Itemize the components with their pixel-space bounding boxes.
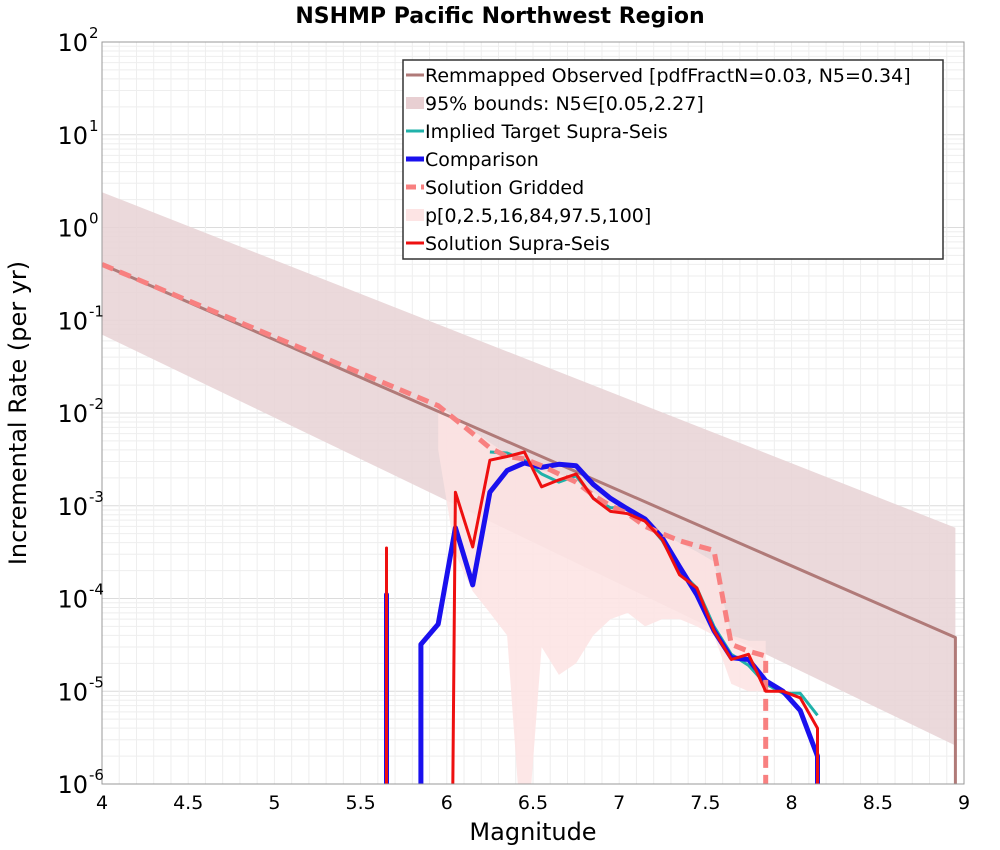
x-axis-ticks: 4 4.5 5 5.5 6 6.5 7 7.5 8 8.5 9 [96, 792, 970, 814]
y-tick-exponent: -6 [89, 766, 104, 784]
x-tick-label: 7 [613, 792, 625, 814]
legend-box [402, 59, 944, 260]
legend-label: 95% bounds: N5∈[0.05,2.27] [425, 93, 704, 115]
x-tick-label: 5 [268, 792, 280, 814]
series-line-solution-supra-seis [451, 450, 819, 784]
x-tick-label: 7.5 [690, 792, 720, 814]
legend-label: Solution Supra-Seis [425, 233, 610, 255]
legend-label: p[0,2.5,16,84,97.5,100] [425, 205, 651, 227]
legend-label: Implied Target Supra-Seis [425, 121, 668, 143]
y-tick-exponent: -5 [89, 673, 104, 691]
legend-swatch [406, 97, 424, 109]
x-tick-label: 4 [96, 792, 108, 814]
legend-label: Remmapped Observed [pdfFractN=0.03, N5=0… [425, 65, 911, 87]
y-tick-label: 10 [57, 493, 88, 521]
data-layer [102, 192, 957, 784]
legend-label: Comparison [425, 149, 539, 171]
y-axis-label: Incremental Rate (per yr) [4, 261, 32, 565]
band-p-0-2-5-16-84-97-5-100 [438, 405, 766, 784]
y-tick-label: 10 [57, 678, 88, 706]
y-tick-exponent: -1 [89, 302, 104, 320]
y-tick-exponent: -2 [89, 395, 104, 413]
x-tick-label: 6 [441, 792, 453, 814]
y-tick-exponent: 0 [89, 210, 99, 228]
y-tick-label: 10 [57, 771, 88, 799]
y-tick-label: 10 [57, 215, 88, 243]
x-tick-label: 8 [786, 792, 798, 814]
series-line-remmapped-observed-pdffractn-0-03-n5-0-34 [102, 263, 957, 784]
legend-swatch [406, 209, 424, 221]
y-tick-label: 10 [57, 122, 88, 150]
legend: Remmapped Observed [pdfFractN=0.03, N5=0… [402, 59, 944, 260]
chart-title: NSHMP Pacific Northwest Region [295, 4, 704, 29]
y-tick-label: 10 [57, 307, 88, 335]
series-line-comparison [418, 460, 820, 784]
y-tick-exponent: 1 [89, 117, 99, 135]
legend-label: Solution Gridded [425, 177, 584, 199]
x-tick-label: 8.5 [863, 792, 893, 814]
x-tick-label: 6.5 [518, 792, 548, 814]
series-line-solution-gridded [102, 262, 769, 784]
y-tick-label: 10 [57, 586, 88, 614]
x-tick-label: 9 [958, 792, 970, 814]
y-tick-label: 10 [57, 29, 88, 57]
y-tick-exponent: 2 [89, 24, 99, 42]
y-tick-exponent: -3 [89, 488, 104, 506]
plot-frame [101, 41, 965, 785]
x-tick-label: 5.5 [345, 792, 375, 814]
x-axis-label: Magnitude [469, 818, 596, 846]
x-tick-label: 4.5 [173, 792, 203, 814]
y-tick-exponent: -4 [89, 581, 104, 599]
y-tick-label: 10 [57, 400, 88, 428]
